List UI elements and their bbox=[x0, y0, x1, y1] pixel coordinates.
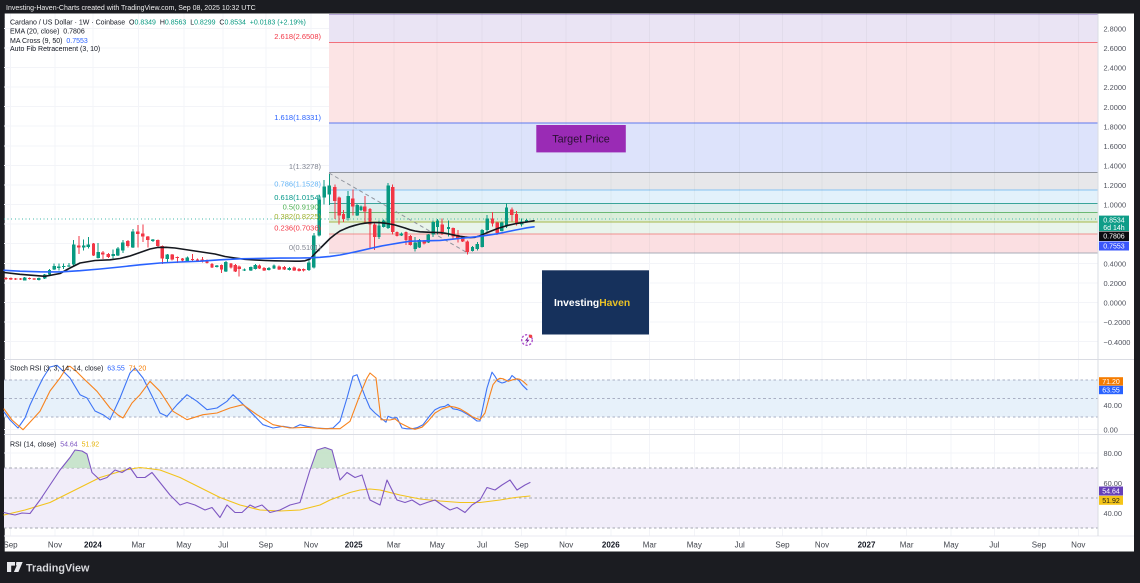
svg-text:63.55: 63.55 bbox=[1102, 388, 1120, 395]
svg-text:1.618(1.8331): 1.618(1.8331) bbox=[274, 113, 321, 122]
svg-text:1.0000: 1.0000 bbox=[1104, 201, 1127, 210]
svg-text:0.8534: 0.8534 bbox=[1103, 218, 1125, 225]
svg-text:0.7806: 0.7806 bbox=[1103, 234, 1125, 241]
svg-text:71.20: 71.20 bbox=[1102, 379, 1120, 386]
svg-text:TradingView: TradingView bbox=[26, 563, 90, 575]
svg-text:2.8000: 2.8000 bbox=[1104, 25, 1127, 34]
svg-text:40.00: 40.00 bbox=[1104, 509, 1123, 518]
svg-text:2027: 2027 bbox=[858, 541, 876, 550]
svg-text:0.236(0.7036): 0.236(0.7036) bbox=[274, 224, 321, 233]
svg-text:Sep: Sep bbox=[3, 541, 18, 550]
svg-text:2.6000: 2.6000 bbox=[1104, 44, 1127, 53]
svg-text:Investing-Haven-Charts created: Investing-Haven-Charts created with Trad… bbox=[6, 5, 256, 12]
svg-text:0.786(1.1528): 0.786(1.1528) bbox=[274, 180, 321, 189]
svg-text:May: May bbox=[430, 541, 445, 550]
svg-text:May: May bbox=[944, 541, 959, 550]
svg-text:MA Cross (9, 50) 0.7553: MA Cross (9, 50) 0.7553 bbox=[10, 38, 88, 45]
svg-text:Jul: Jul bbox=[989, 541, 999, 550]
svg-text:2025: 2025 bbox=[345, 541, 363, 550]
svg-text:EMA (20, close) 0.7806: EMA (20, close) 0.7806 bbox=[10, 29, 85, 36]
svg-text:May: May bbox=[687, 541, 702, 550]
svg-text:Auto Fib Retracement (3, 10): Auto Fib Retracement (3, 10) bbox=[10, 46, 100, 53]
svg-text:0.0000: 0.0000 bbox=[1104, 299, 1127, 308]
svg-text:1.6000: 1.6000 bbox=[1104, 142, 1127, 151]
svg-text:1.2000: 1.2000 bbox=[1104, 181, 1127, 190]
svg-text:0.5(0.9190): 0.5(0.9190) bbox=[283, 203, 322, 212]
svg-text:Sep: Sep bbox=[1032, 541, 1047, 550]
svg-text:2.2000: 2.2000 bbox=[1104, 83, 1127, 92]
svg-text:Nov: Nov bbox=[1071, 541, 1085, 550]
svg-text:Sep: Sep bbox=[775, 541, 790, 550]
svg-text:0.4000: 0.4000 bbox=[1104, 260, 1127, 269]
svg-text:Nov: Nov bbox=[559, 541, 573, 550]
svg-text:−0.2000: −0.2000 bbox=[1104, 318, 1131, 327]
svg-text:Nov: Nov bbox=[304, 541, 318, 550]
svg-text:−0.4000: −0.4000 bbox=[1104, 338, 1131, 347]
svg-text:Cardano / US Dollar · 1W · Coi: Cardano / US Dollar · 1W · Coinbase O0.8… bbox=[10, 20, 306, 27]
svg-text:Jul: Jul bbox=[477, 541, 487, 550]
svg-text:Sep: Sep bbox=[259, 541, 274, 550]
svg-text:0.382(0.8225): 0.382(0.8225) bbox=[274, 212, 321, 221]
svg-text:0.00: 0.00 bbox=[1104, 426, 1118, 435]
svg-text:1.4000: 1.4000 bbox=[1104, 162, 1127, 171]
svg-text:2.618(2.6508): 2.618(2.6508) bbox=[274, 32, 321, 41]
svg-text:Mar: Mar bbox=[387, 541, 401, 550]
svg-text:0.618(1.0154): 0.618(1.0154) bbox=[274, 193, 321, 202]
svg-text:2024: 2024 bbox=[84, 541, 102, 550]
svg-text:0(0.5101): 0(0.5101) bbox=[289, 243, 322, 252]
svg-text:Nov: Nov bbox=[815, 541, 829, 550]
svg-text:Jul: Jul bbox=[735, 541, 745, 550]
svg-text:60.00: 60.00 bbox=[1104, 479, 1123, 488]
svg-text:Sep: Sep bbox=[514, 541, 529, 550]
svg-text:Mar: Mar bbox=[900, 541, 914, 550]
svg-text:Mar: Mar bbox=[643, 541, 657, 550]
svg-text:2.4000: 2.4000 bbox=[1104, 64, 1127, 73]
svg-text:0.2000: 0.2000 bbox=[1104, 279, 1127, 288]
svg-text:80.00: 80.00 bbox=[1104, 449, 1123, 458]
svg-text:54.64: 54.64 bbox=[1102, 489, 1120, 496]
svg-text:2.0000: 2.0000 bbox=[1104, 103, 1127, 112]
svg-text:1.8000: 1.8000 bbox=[1104, 122, 1127, 131]
svg-text:Nov: Nov bbox=[48, 541, 62, 550]
svg-text:0.7553: 0.7553 bbox=[1103, 244, 1125, 251]
svg-text:RSI (14, close) 54.64 51.92: RSI (14, close) 54.64 51.92 bbox=[10, 442, 99, 449]
svg-text:40.00: 40.00 bbox=[1104, 401, 1123, 410]
svg-text:InvestingHaven: InvestingHaven bbox=[554, 298, 630, 309]
svg-text:Target Price: Target Price bbox=[552, 134, 610, 146]
svg-text:1(1.3278): 1(1.3278) bbox=[289, 162, 322, 171]
svg-text:6d 14h: 6d 14h bbox=[1103, 225, 1125, 232]
svg-text:2026: 2026 bbox=[602, 541, 620, 550]
svg-text:Jul: Jul bbox=[218, 541, 228, 550]
svg-text:Stoch RSI (3, 3, 14, 14, close: Stoch RSI (3, 3, 14, 14, close) 63.55 71… bbox=[10, 366, 146, 373]
svg-text:May: May bbox=[176, 541, 191, 550]
svg-text:51.92: 51.92 bbox=[1102, 498, 1120, 505]
svg-text:Mar: Mar bbox=[132, 541, 146, 550]
